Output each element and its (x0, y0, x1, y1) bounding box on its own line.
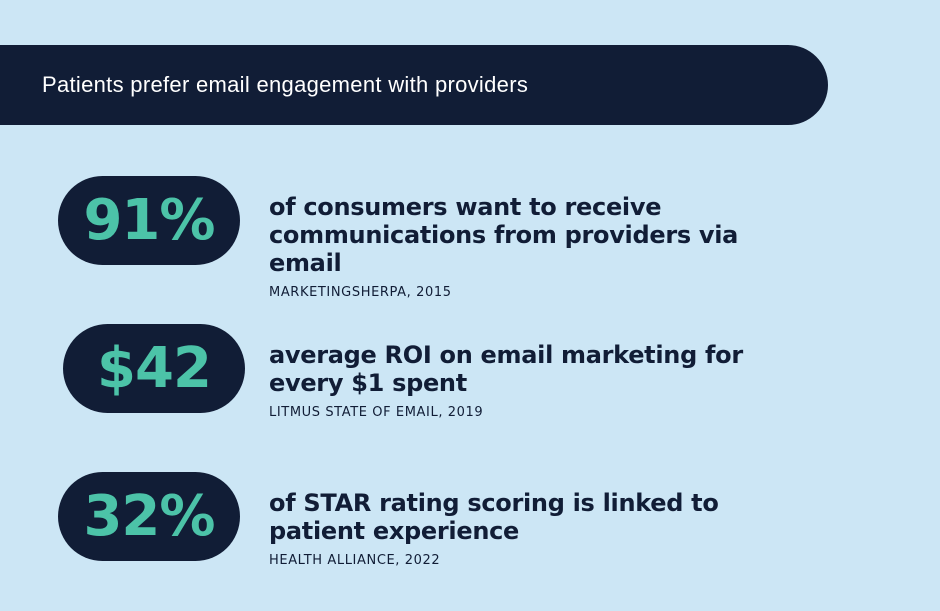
banner-title: Patients prefer email engagement with pr… (42, 72, 529, 97)
stat-text-2: average ROI on email marketing for every… (269, 341, 809, 420)
stat-source-1: MARKETINGSHERPA, 2015 (269, 285, 452, 300)
stat-source-2: LITMUS STATE OF EMAIL, 2019 (269, 405, 484, 420)
stat-description-2: average ROI on email marketing for every… (269, 341, 743, 397)
stat-badge-2: $42 (63, 324, 245, 413)
stat-badge-1: 91% (58, 176, 240, 265)
stat-text-1: of consumers want to receive communicati… (269, 193, 809, 300)
stat-value-1: 91% (83, 188, 215, 253)
title-banner: Patients prefer email engagement with pr… (0, 45, 828, 125)
stat-source-3: HEALTH ALLIANCE, 2022 (269, 553, 441, 568)
stat-value-3: 32% (83, 484, 215, 549)
stat-text-3: of STAR rating scoring is linked to pati… (269, 489, 809, 568)
stat-description-3: of STAR rating scoring is linked to pati… (269, 489, 719, 545)
stat-description-1: of consumers want to receive communicati… (269, 193, 739, 277)
stat-value-2: $42 (97, 336, 212, 401)
stat-badge-3: 32% (58, 472, 240, 561)
